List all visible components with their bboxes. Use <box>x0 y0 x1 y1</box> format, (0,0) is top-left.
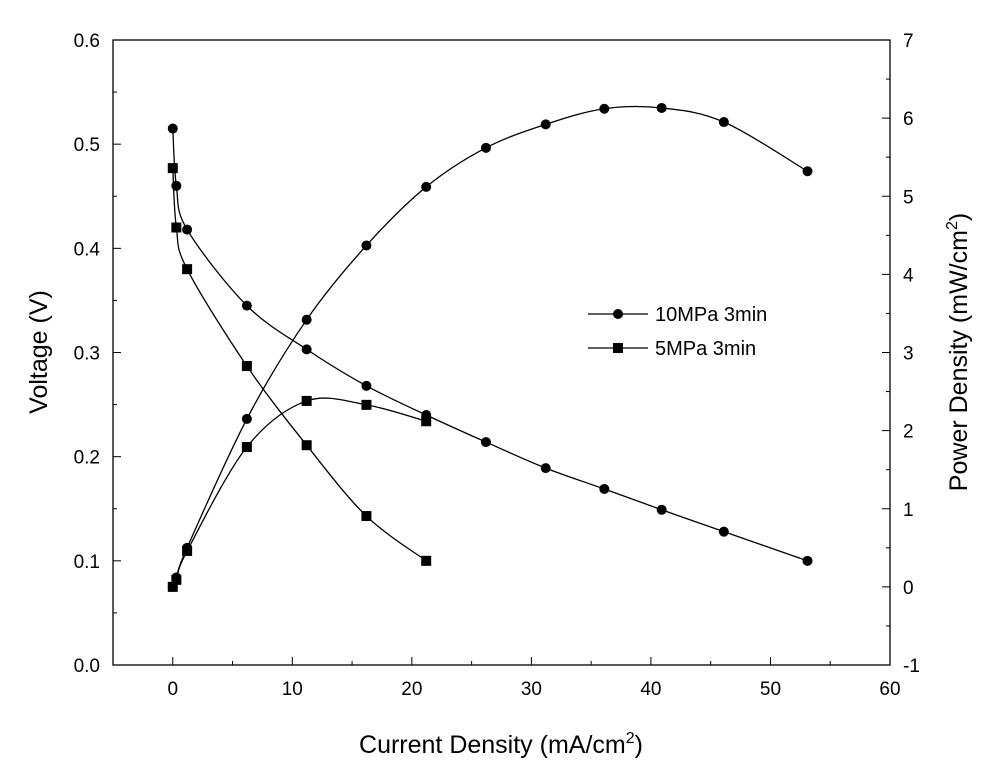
x-tick-label: 50 <box>760 679 781 700</box>
legend-label-10mpa: 10MPa 3min <box>655 304 767 326</box>
y-tick-label: 0.4 <box>74 239 101 260</box>
data-point-circle <box>718 117 729 128</box>
data-point-square <box>167 581 178 592</box>
x-tick-label: 0 <box>167 679 178 700</box>
y2-axis-label: Power Density (mW/cm2) <box>944 213 973 491</box>
y2-tick-label: 0 <box>903 578 914 599</box>
data-point-circle <box>540 463 551 474</box>
y-tick-label: 0.0 <box>74 656 100 677</box>
data-point-circle <box>480 437 491 448</box>
series-line-3 <box>172 397 427 588</box>
legend-marker-circle <box>613 309 623 319</box>
data-point-circle <box>480 142 491 153</box>
y-tick-label: 0.6 <box>74 31 100 52</box>
y2-tick-label: 7 <box>903 31 914 52</box>
data-point-circle <box>718 526 729 537</box>
data-point-square <box>167 163 178 174</box>
data-point-square <box>421 555 432 566</box>
x-axis-label: Current Density (mA/cm2) <box>359 730 643 759</box>
data-point-square <box>171 574 182 585</box>
data-point-square <box>241 442 252 453</box>
y2-tick-label: 6 <box>903 109 914 130</box>
y2-tick-label: 3 <box>903 344 914 365</box>
y2-tick-label: 2 <box>903 422 914 443</box>
y2-tick-label: -1 <box>903 656 920 677</box>
data-point-circle <box>421 181 432 192</box>
x-tick-label: 10 <box>282 679 303 700</box>
y-tick-label: 0.1 <box>74 552 100 573</box>
x-tick-label: 20 <box>401 679 422 700</box>
x-tick-label: 60 <box>879 679 900 700</box>
y-tick-label: 0.5 <box>74 135 100 156</box>
data-point-circle <box>361 380 372 391</box>
y-axis-label: Voltage (V) <box>25 290 53 414</box>
data-point-square <box>301 440 312 451</box>
x-tick-label: 30 <box>521 679 542 700</box>
y2-tick-label: 5 <box>903 187 914 208</box>
data-point-circle <box>241 413 252 424</box>
data-point-circle <box>540 119 551 130</box>
legend-marker-square <box>613 343 623 353</box>
data-point-circle <box>361 240 372 251</box>
data-point-circle <box>656 102 667 113</box>
data-point-square <box>182 545 193 556</box>
data-point-square <box>361 399 372 410</box>
plot-frame <box>112 39 891 666</box>
x-tick-label: 40 <box>640 679 661 700</box>
data-point-square <box>182 264 193 275</box>
data-point-square <box>241 361 252 372</box>
data-point-circle <box>301 314 312 325</box>
data-point-circle <box>182 224 193 235</box>
legend: 10MPa 3min 5MPa 3min <box>588 304 767 360</box>
y2-tick-label: 4 <box>903 265 914 286</box>
data-point-square <box>421 416 432 427</box>
data-point-square <box>171 222 182 233</box>
data-point-circle <box>802 555 813 566</box>
data-point-circle <box>656 504 667 515</box>
data-point-circle <box>599 103 610 114</box>
y-tick-label: 0.3 <box>74 344 100 365</box>
data-point-circle <box>802 166 813 177</box>
y-tick-label: 0.2 <box>74 448 100 469</box>
data-point-square <box>361 511 372 522</box>
data-point-circle <box>599 483 610 494</box>
data-point-circle <box>241 300 252 311</box>
legend-label-5mpa: 5MPa 3min <box>655 338 756 360</box>
data-point-square <box>301 395 312 406</box>
y2-tick-label: 1 <box>903 500 914 521</box>
series-line-2 <box>172 168 427 562</box>
data-point-circle <box>301 344 312 355</box>
data-point-circle <box>167 123 178 134</box>
